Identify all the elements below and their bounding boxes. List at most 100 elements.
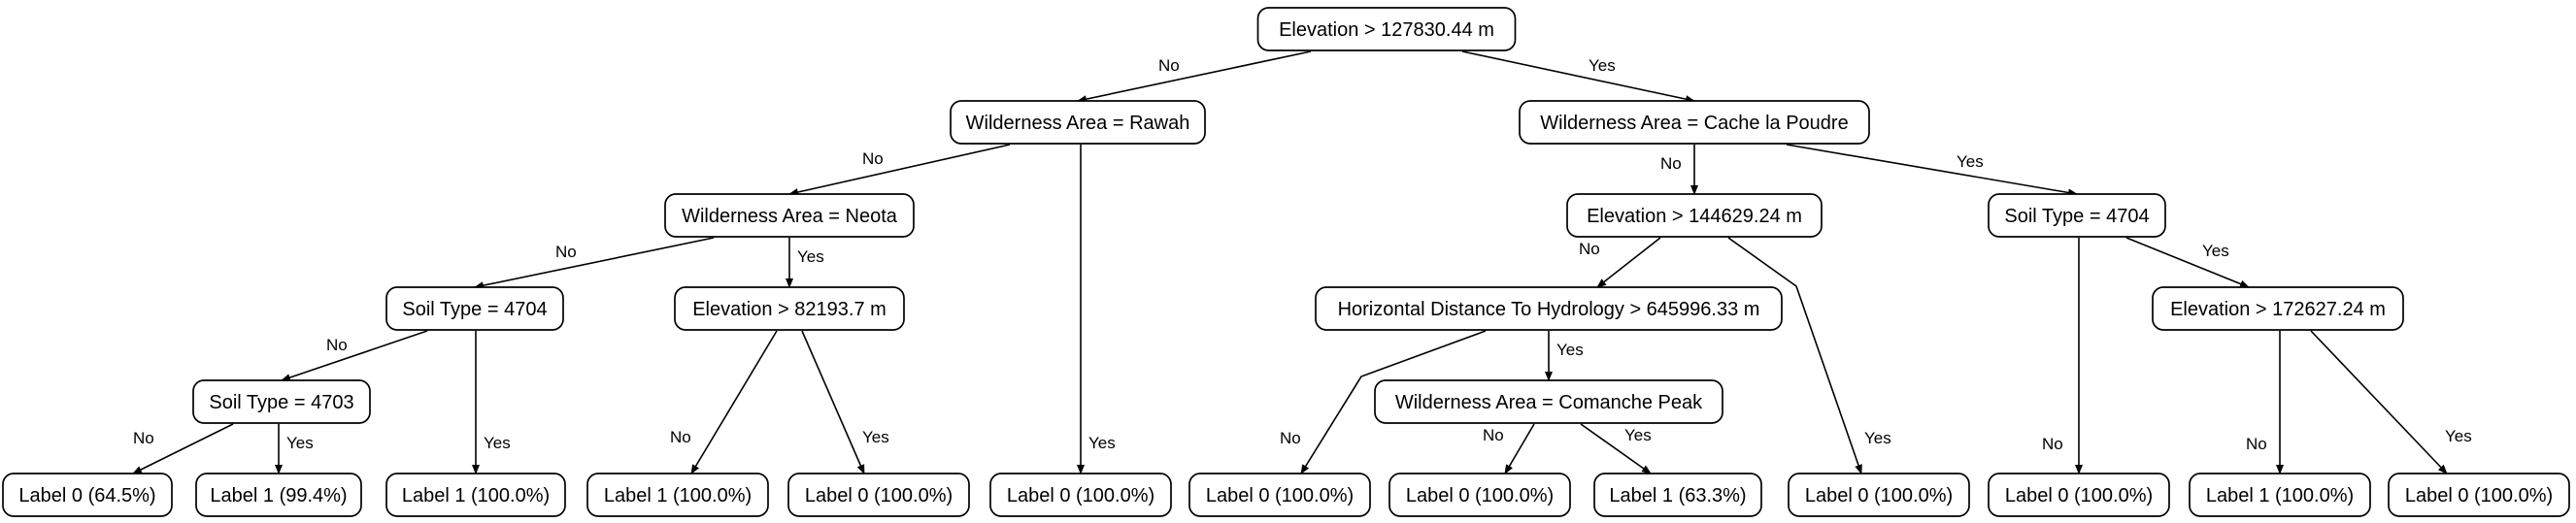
edge-cache-to-elev144: No bbox=[1660, 145, 1698, 195]
decision-node-soil4703: Soil Type = 4703 bbox=[192, 379, 371, 424]
edge-soil4704b-to-leaf11: No bbox=[2042, 238, 2083, 474]
edge-arrow bbox=[474, 237, 715, 290]
edges-layer: No Yes No Yes No Yes No Yes No Yes No Yes No Yes No Yes… bbox=[132, 50, 2472, 474]
edge-root-to-cache: Yes bbox=[1461, 50, 1695, 104]
edge-soil4704a-to-soil4703: No bbox=[281, 330, 428, 381]
decision-node-cache: Wilderness Area = Cache la Poudre bbox=[1519, 100, 1870, 145]
node-label: Soil Type = 4704 bbox=[2004, 206, 2149, 227]
node-label: Elevation > 172627.24 m bbox=[2170, 299, 2386, 320]
node-label: Horizontal Distance To Hydrology > 64599… bbox=[1338, 299, 1760, 320]
leaf-node-leaf6: Label 0 (100.0%) bbox=[989, 473, 1172, 517]
edge-label-no: No bbox=[670, 428, 691, 446]
edge-soil4703-to-leaf1: No bbox=[132, 423, 234, 474]
edge-arrow bbox=[281, 330, 428, 381]
node-label: Label 0 (100.0%) bbox=[1406, 485, 1554, 507]
leaf-node-leaf8: Label 0 (100.0%) bbox=[1388, 473, 1571, 517]
edge-arrow bbox=[1504, 423, 1535, 474]
edge-label-no: No bbox=[326, 336, 348, 354]
edge-arrow bbox=[132, 423, 234, 474]
edge-elev172-to-leaf12: No bbox=[2246, 331, 2284, 474]
edge-label-yes: Yes bbox=[1957, 152, 1984, 171]
node-label: Label 0 (100.0%) bbox=[1805, 485, 1953, 507]
edge-elev172-to-leaf13: Yes bbox=[2310, 330, 2472, 474]
node-box bbox=[2, 473, 173, 517]
node-label: Elevation > 127830.44 m bbox=[1279, 19, 1494, 41]
node-box bbox=[1188, 473, 1371, 517]
leaf-node-leaf11: Label 0 (100.0%) bbox=[1988, 473, 2170, 517]
decision-node-neota: Wilderness Area = Neota bbox=[664, 193, 915, 238]
edge-arrow bbox=[2125, 237, 2250, 288]
node-label: Wilderness Area = Comanche Peak bbox=[1395, 392, 1703, 413]
node-box bbox=[1988, 193, 2166, 238]
leaf-node-leaf5: Label 0 (100.0%) bbox=[787, 473, 970, 517]
edge-arrow bbox=[801, 330, 865, 474]
node-label: Soil Type = 4703 bbox=[209, 392, 353, 413]
node-box bbox=[2152, 286, 2404, 331]
edge-label-no: No bbox=[1579, 240, 1600, 258]
node-box bbox=[586, 473, 769, 517]
node-label: Label 0 (64.5%) bbox=[18, 485, 155, 507]
node-box bbox=[1388, 473, 1571, 517]
edge-neota-to-elev82: Yes bbox=[786, 238, 824, 288]
node-label: Label 1 (63.3%) bbox=[1609, 485, 1746, 507]
nodes-layer: Elevation > 127830.44 m Wilderness Area =… bbox=[2, 7, 2570, 517]
edge-elev82-to-leaf4: No bbox=[670, 330, 778, 474]
decision-node-soil4704b: Soil Type = 4704 bbox=[1988, 193, 2166, 238]
decision-node-elev172: Elevation > 172627.24 m bbox=[2152, 286, 2404, 331]
leaf-node-leaf4: Label 1 (100.0%) bbox=[586, 473, 769, 517]
node-label: Soil Type = 4704 bbox=[402, 299, 547, 320]
node-box bbox=[2189, 473, 2371, 517]
edge-label-yes: Yes bbox=[484, 434, 511, 452]
edge-label-yes: Yes bbox=[797, 247, 824, 266]
leaf-node-leaf1: Label 0 (64.5%) bbox=[2, 473, 173, 517]
edge-arrow bbox=[1300, 330, 1487, 474]
node-box bbox=[385, 473, 566, 517]
decision-node-soil4704a: Soil Type = 4704 bbox=[385, 286, 564, 331]
node-box bbox=[664, 193, 915, 238]
node-box bbox=[1788, 473, 1970, 517]
node-label: Label 0 (100.0%) bbox=[805, 485, 953, 507]
node-box bbox=[1566, 193, 1823, 238]
edge-label-yes: Yes bbox=[1589, 56, 1616, 75]
node-box bbox=[195, 473, 362, 517]
leaf-node-leaf3: Label 1 (100.0%) bbox=[385, 473, 566, 517]
leaf-node-leaf7: Label 0 (100.0%) bbox=[1188, 473, 1371, 517]
node-box bbox=[1256, 7, 1517, 51]
node-box bbox=[989, 473, 1172, 517]
edge-label-no: No bbox=[2246, 435, 2267, 453]
edge-arrow bbox=[788, 144, 1011, 196]
node-box bbox=[1374, 379, 1723, 424]
edge-label-no: No bbox=[1483, 426, 1504, 444]
leaf-node-leaf13: Label 0 (100.0%) bbox=[2388, 473, 2570, 517]
node-label: Label 0 (100.0%) bbox=[2005, 485, 2153, 507]
node-box bbox=[2388, 473, 2570, 517]
decision-node-hdist: Horizontal Distance To Hydrology > 64599… bbox=[1315, 286, 1783, 331]
edge-comanche-to-leaf8: No bbox=[1483, 423, 1535, 474]
node-label: Elevation > 82193.7 m bbox=[692, 299, 887, 320]
node-label: Label 0 (100.0%) bbox=[1206, 485, 1354, 507]
leaf-node-leaf12: Label 1 (100.0%) bbox=[2189, 473, 2371, 517]
edge-label-yes: Yes bbox=[2445, 427, 2472, 445]
edge-arrow bbox=[1580, 423, 1652, 474]
edge-cache-to-soil4704b: Yes bbox=[1786, 144, 2078, 197]
node-label: Label 1 (99.4%) bbox=[210, 485, 347, 507]
leaf-node-leaf2: Label 1 (99.4%) bbox=[195, 473, 362, 517]
edge-label-no: No bbox=[1280, 429, 1301, 447]
edge-neota-to-soil4704a: No bbox=[474, 237, 715, 290]
edge-label-no: No bbox=[2042, 435, 2063, 453]
edge-elev144-to-leaf10: Yes bbox=[1727, 237, 1891, 474]
decision-node-elev82: Elevation > 82193.7 m bbox=[674, 286, 905, 331]
node-box bbox=[950, 100, 1206, 145]
edge-label-no: No bbox=[555, 243, 577, 261]
node-box bbox=[674, 286, 905, 331]
edge-soil4704a-to-leaf3: Yes bbox=[472, 331, 511, 474]
edge-arrow bbox=[690, 330, 778, 474]
edge-arrow bbox=[2310, 330, 2448, 474]
edge-soil4703-to-leaf2: Yes bbox=[275, 424, 314, 474]
edge-root-to-rawah: No bbox=[1077, 50, 1312, 104]
edge-hdist-to-leaf7: No bbox=[1280, 330, 1487, 474]
edge-comanche-to-leaf9: Yes bbox=[1580, 423, 1652, 474]
decision-node-comanche: Wilderness Area = Comanche Peak bbox=[1374, 379, 1723, 424]
node-box bbox=[385, 286, 564, 331]
